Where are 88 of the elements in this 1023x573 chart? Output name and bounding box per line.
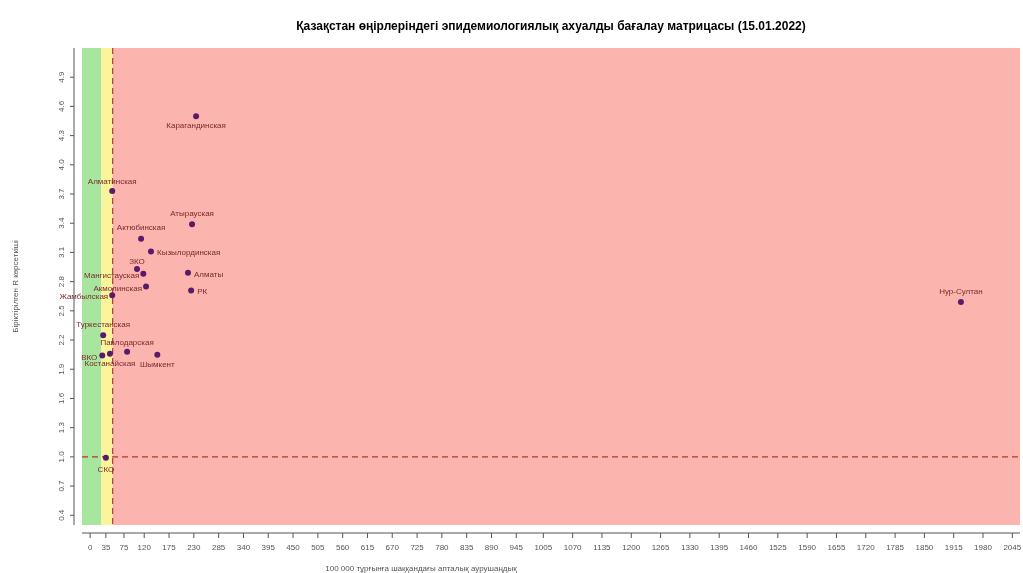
point (109, 292, 116, 299)
x-tick-label: 1005 (534, 543, 553, 552)
point (124, 348, 131, 355)
y-tick-label: 4.9 (57, 71, 66, 83)
x-tick-label: 75 (119, 543, 129, 552)
y-tick-label: 2.2 (57, 333, 66, 346)
x-tick-label: 890 (484, 543, 499, 552)
x-tick-label: 2045 (1003, 543, 1022, 552)
y-tick-label: 1.6 (57, 392, 66, 405)
x-axis-title: 100 000 тұрғынға шаққандағы апталық аурушаңдық (325, 564, 518, 573)
annotation: ЗКО (129, 256, 145, 266)
y-tick-label: 4.6 (57, 100, 66, 112)
point (154, 351, 161, 358)
x-tick-label: 1785 (886, 543, 905, 552)
point (99, 352, 106, 359)
point (100, 332, 107, 339)
x-tick-label: 1720 (856, 543, 876, 552)
x-tick-label: 230 (187, 543, 202, 552)
x-tick-label: 1590 (798, 543, 817, 552)
annotation: СКО (97, 464, 115, 474)
point (109, 188, 116, 195)
point (143, 283, 150, 290)
x-tick-label: 450 (286, 543, 301, 552)
point (138, 235, 145, 242)
point (189, 221, 196, 228)
x-tick-label: 615 (360, 543, 375, 552)
y-tick-label: 1.9 (57, 363, 66, 375)
annotation: РК (197, 287, 208, 297)
x-tick-label: 285 (211, 543, 226, 552)
x-tick-label: 175 (162, 543, 177, 552)
y-tick-label: 0.7 (57, 479, 66, 492)
annotation: ВКО (81, 352, 98, 362)
x-tick-label: 35 (101, 543, 111, 552)
y-axis-title: Біріктірілген R көрсеткіші (11, 239, 20, 333)
x-tick-label: 120 (137, 543, 152, 552)
x-tick-label: 1460 (739, 543, 758, 552)
point (148, 248, 154, 255)
point (184, 269, 191, 276)
point (957, 299, 964, 306)
x-tick-label: 1200 (622, 543, 641, 552)
annotation: Шымкент (139, 359, 175, 369)
x-tick-label: 725 (410, 543, 425, 552)
point (193, 113, 200, 120)
y-tick-label: 2.8 (57, 275, 66, 288)
x-tick-label: 1395 (710, 543, 729, 552)
annotation: Нур-Султан (939, 287, 983, 297)
y-tick-label: 3.1 (57, 246, 66, 258)
x-tick-label: 1980 (974, 543, 993, 552)
annotation: Карагандинская (166, 121, 226, 131)
annotation: Жамбылская (59, 292, 109, 302)
x-tick-label: 835 (459, 543, 474, 552)
annotation: Кызылординская (157, 248, 221, 258)
x-tick-label: 945 (509, 543, 524, 552)
y-tick-label: 1.3 (57, 421, 66, 434)
annotation: Атырауская (170, 209, 214, 219)
annotation: Алматы (193, 269, 224, 279)
annotation: Павлодарская (100, 337, 154, 347)
y-tick-label: 2.5 (57, 304, 66, 317)
x-tick-label: 1265 (651, 543, 671, 552)
y-tick-label: 1.0 (57, 450, 66, 463)
y-tick-label: 4.3 (57, 129, 66, 142)
point (102, 454, 109, 461)
x-tick-label: 1915 (944, 543, 964, 552)
point (140, 270, 147, 277)
x-tick-label: 1525 (768, 543, 788, 552)
x-tick-label: 395 (261, 543, 276, 552)
x-tick-label: 1655 (827, 543, 846, 552)
x-tick-label: 670 (385, 543, 400, 552)
x-tick-label: 1070 (563, 543, 583, 552)
x-tick-label: 505 (311, 543, 326, 552)
x-tick-label: 340 (236, 543, 251, 552)
y-tick-label: 3.4 (57, 217, 66, 229)
point (106, 350, 113, 357)
annotation: Туркестанская (76, 320, 131, 330)
chart-title: Қазақстан өңірлеріндегі эпидемиологиялық ахуалды бағалау матрицасы (15.01.2022) (296, 19, 806, 33)
y-tick-label: 0.4 (57, 509, 66, 521)
point (188, 287, 195, 294)
x-tick-label: 1850 (915, 543, 934, 552)
annotation: Актюбинская (116, 222, 166, 232)
y-tick-label: 4.0 (57, 158, 66, 171)
annotation: Мангистауская (84, 270, 140, 280)
x-tick-label: 780 (435, 543, 450, 552)
point (134, 265, 141, 272)
x-tick-label: 1135 (593, 543, 612, 552)
x-tick-label: 0 (87, 543, 93, 552)
y-tick-label: 3.7 (57, 187, 66, 200)
x-tick-label: 560 (335, 543, 350, 552)
x-tick-label: 1330 (681, 543, 700, 552)
